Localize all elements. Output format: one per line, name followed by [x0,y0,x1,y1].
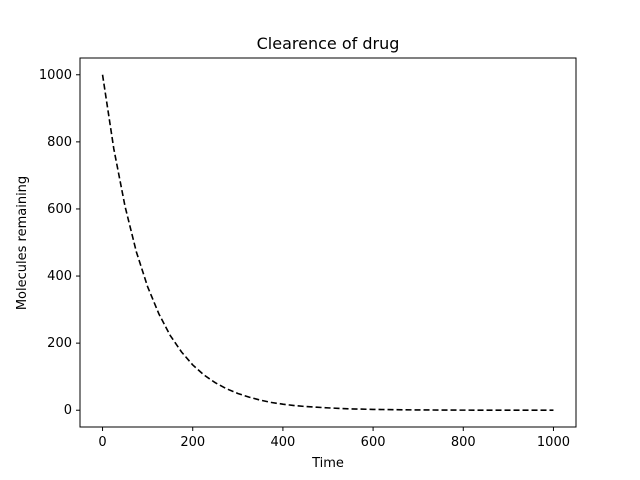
x-tick-label: 400 [270,435,295,450]
y-tick-label: 600 [47,202,72,217]
x-tick-label: 800 [451,435,476,450]
series-layer [101,74,554,412]
y-axis-label: Molecules remaining [15,176,30,310]
chart-title: Clearence of drug [257,34,400,53]
x-tick-label: 1000 [537,435,570,450]
x-tick-label: 0 [98,435,106,450]
y-tick-label: 200 [47,336,72,351]
y-axis-ticks: 0 200 400 600 800 1000 [39,68,80,418]
y-tick-label: 1000 [39,68,72,83]
x-axis-ticks: 0 200 400 600 800 1000 [98,427,570,450]
series-line [101,74,554,412]
x-tick-label: 600 [361,435,386,450]
plot-frame [79,57,577,428]
x-axis-label: Time [311,456,344,471]
x-tick-label: 200 [180,435,205,450]
y-tick-label: 400 [47,269,72,284]
y-tick-label: 800 [47,135,72,150]
y-tick-label: 0 [64,403,72,418]
